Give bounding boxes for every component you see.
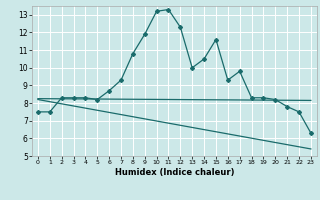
X-axis label: Humidex (Indice chaleur): Humidex (Indice chaleur) xyxy=(115,168,234,177)
